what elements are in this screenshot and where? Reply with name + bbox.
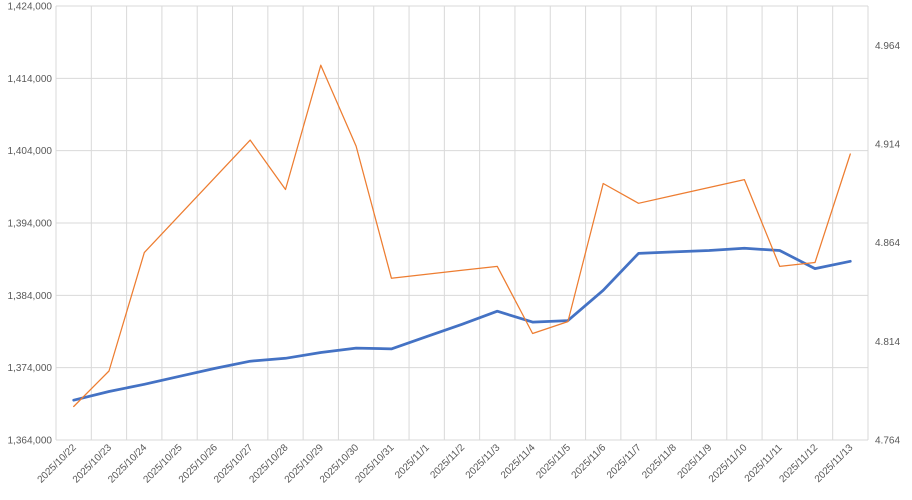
right-axis-tick-label: 4.964 (875, 41, 900, 52)
x-axis-tick-label: 2025/11/1 (393, 442, 432, 481)
right-axis-tick-label: 4.864 (875, 238, 900, 249)
x-axis-ticks: 2025/10/222025/10/232025/10/242025/10/25… (36, 442, 856, 485)
x-axis-tick-label: 2025/11/8 (640, 442, 679, 481)
x-axis-tick-label: 2025/11/5 (534, 442, 573, 481)
right-axis-ticks: 4.764 4.814 4.864 4.914 4.964 (875, 41, 900, 447)
x-axis-tick-label: 2025/10/31 (353, 442, 396, 485)
x-axis-tick-label: 2025/11/4 (499, 442, 538, 481)
series-layer (72, 64, 852, 408)
left-axis-tick-label: 1,404,000 (8, 146, 53, 157)
right-axis-tick-label: 4.914 (875, 140, 900, 151)
x-axis-tick-label: 2025/11/6 (570, 442, 609, 481)
right-axis-tick-label: 4.764 (875, 436, 900, 447)
right-axis-series-line (73, 64, 851, 408)
left-axis-tick-label: 1,394,000 (8, 219, 53, 230)
gridlines (55, 5, 869, 441)
x-axis-tick-label: 2025/11/7 (605, 442, 644, 481)
right-axis-tick-label: 4.814 (875, 337, 900, 348)
left-axis-series-line (72, 246, 852, 402)
left-axis-tick-label: 1,424,000 (8, 2, 53, 13)
left-axis-tick-label: 1,374,000 (8, 363, 53, 374)
left-axis-tick-label: 1,414,000 (8, 74, 53, 85)
x-axis-tick-label: 2025/11/13 (813, 442, 856, 485)
left-axis-tick-label: 1,384,000 (8, 291, 53, 302)
left-axis-tick-label: 1,364,000 (8, 436, 53, 447)
x-axis-tick-label: 2025/11/2 (428, 442, 467, 481)
left-axis-ticks: 1,364,000 1,374,000 1,384,000 1,394,000 1,40… (8, 2, 53, 447)
x-axis-tick-label: 2025/11/3 (464, 442, 503, 481)
